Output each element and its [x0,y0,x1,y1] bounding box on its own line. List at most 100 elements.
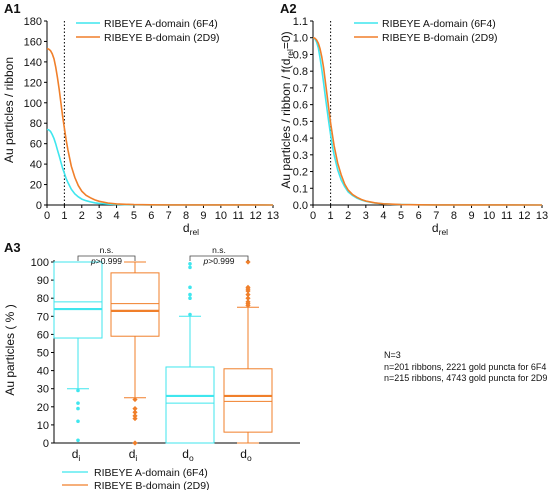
a3-category-label-main: d [72,447,79,461]
a3-outlier-point [76,401,80,405]
a2-y-axis-title-main: Au particles / ribbon / f(d [279,59,293,189]
a3-outlier-point [188,285,192,290]
a1-y-tick-label: 80 [30,118,42,130]
a3-p-value: p>0.999 [203,256,235,266]
a3-outlier-diamond [132,406,138,412]
a2-y-tick-label: 0.6 [293,100,308,112]
a1-legend-label-a: RIBEYE A-domain (6F4) [104,18,218,30]
a1-x-axis-title-main: d [183,221,190,235]
a1-x-tick-label: 1 [61,210,67,222]
a2-x-tick-label: 9 [468,210,474,222]
note-6f4: n=201 ribbons, 2221 gold puncta for 6F4 [384,362,546,372]
a2-x-tick-label: 2 [345,210,351,222]
a3-legend-label-a: RIBEYE A-domain (6F4) [94,467,208,479]
a1-y-axis-title: Au particles / ribbon [2,57,16,163]
note-2d9: n=215 ribbons, 4743 gold puncta for 2D9 [384,373,547,383]
a1-x-tick-label: 7 [166,210,172,222]
a1-x-tick-label: 11 [233,210,244,222]
a2-x-tick-label: 4 [380,210,386,222]
a3-y-tick-label: 90 [37,275,49,287]
a2-y-axis-title-sub: rel [285,49,295,59]
a1-y-tick-label: 160 [24,36,42,48]
a3-significance-label: n.s. [212,245,226,255]
a3-category-label: di [72,447,81,463]
a2-y-tick-label: 0.0 [293,200,308,212]
a1-y-tick-label: 0 [36,200,42,212]
a1-x-tick-label: 2 [79,210,85,222]
a1-y-tick-label: 40 [30,159,42,171]
a2-y-tick-label: 1.0 [293,33,308,45]
sample-size-notes: N=3 n=201 ribbons, 2221 gold puncta for … [384,350,547,383]
a1-x-tick-label: 13 [267,210,279,222]
a3-p-value-number: >0.999 [96,256,123,266]
a3-legend-label-b: RIBEYE B-domain (2D9) [94,480,210,490]
a3-category-label: di [129,447,138,463]
a1-y-tick-label: 20 [30,180,42,192]
a3-outlier-diamond [132,413,138,419]
a3-category-label-sub: i [78,453,80,463]
a2-y-tick-label: 0.4 [293,133,308,145]
a2-y-axis-title: Au particles / ribbon / f(drel=0) [279,31,295,188]
a2-series-lines [312,21,543,206]
note-n: N=3 [384,350,401,360]
a2-y-tick-label: 0.8 [293,66,308,78]
a3-outlier-point [76,419,80,424]
a3-outlier-diamond [132,396,138,403]
a1-x-tick-label: 4 [113,210,119,222]
a3-outlier-diamond [132,440,138,446]
a3-category-label-sub: o [247,453,252,463]
a2-legend-label-b: RIBEYE B-domain (2D9) [382,32,498,44]
a3-category-label-sub: i [135,453,137,463]
a3-outlier-diamond [245,291,251,298]
a3-outlier-point [188,312,192,317]
a3-y-tick-label: 70 [37,311,49,323]
a3-axes: 0 10 20 30 40 50 60 70 80 90 100 [31,257,300,450]
a3-y-tick-label: 40 [37,366,49,378]
a3-outlier-diamond [132,409,138,415]
a3-box [223,368,273,433]
a1-legend: RIBEYE A-domain (6F4) RIBEYE B-domain (2… [76,18,220,44]
a1-x-tick-label: 8 [183,210,189,222]
a1-axes: 0 1 2 3 4 5 6 7 8 9 10 11 12 130204060801001201401601… [24,16,279,222]
a2-y-tick-label: 0.2 [293,167,308,179]
a2-x-tick-label: 0 [310,210,316,222]
a3-category-label-main: d [240,447,247,461]
a1-series-line-a [46,128,274,206]
a3-legend: RIBEYE A-domain (6F4) RIBEYE B-domain (2… [62,467,210,490]
a2-x-tick-label: 6 [416,210,422,222]
a2-legend: RIBEYE A-domain (6F4) RIBEYE B-domain (2… [354,18,498,44]
a3-p-symbol: p [203,256,209,266]
a1-legend-label-b: RIBEYE B-domain (2D9) [104,32,220,44]
a1-y-tick-label: 60 [30,139,42,151]
a1-x-tick-label: 12 [249,210,261,222]
a2-x-tick-label: 11 [501,210,512,222]
a3-y-tick-label: 20 [37,402,49,414]
a3-p-value: p>0.999 [90,256,122,266]
a1-x-tick-label: 6 [148,210,154,222]
panel-label-a3: A3 [4,240,21,255]
panel-label-a1: A1 [4,1,21,16]
a2-x-axis-title-sub: rel [439,227,449,237]
a3-outlier-diamond [245,284,251,290]
a3-y-tick-label: 50 [37,348,49,360]
a3-significance-bracket [77,255,136,261]
a3-y-tick-label: 60 [37,329,49,341]
a3-y-tick-label: 80 [37,293,49,305]
a3-category-label: do [240,447,252,463]
a2-y-tick-label: 0.9 [293,49,308,61]
a3-p-value-number: >0.999 [208,256,235,266]
a2-series-line-b [312,36,543,206]
a3-box [53,261,103,339]
a2-x-tick-label: 5 [398,210,404,222]
a2-x-tick-label: 7 [433,210,439,222]
a2-x-tick-label: 1 [328,210,334,222]
a3-category-label-main: d [129,447,136,461]
a3-y-tick-label: 0 [43,438,49,450]
a2-y-axis-title-end: =0) [279,31,293,49]
a1-x-tick-label: 0 [44,210,50,222]
a3-category-label-main: d [182,447,189,461]
a1-x-tick-label: 10 [215,210,227,222]
a1-series-lines [46,21,274,206]
